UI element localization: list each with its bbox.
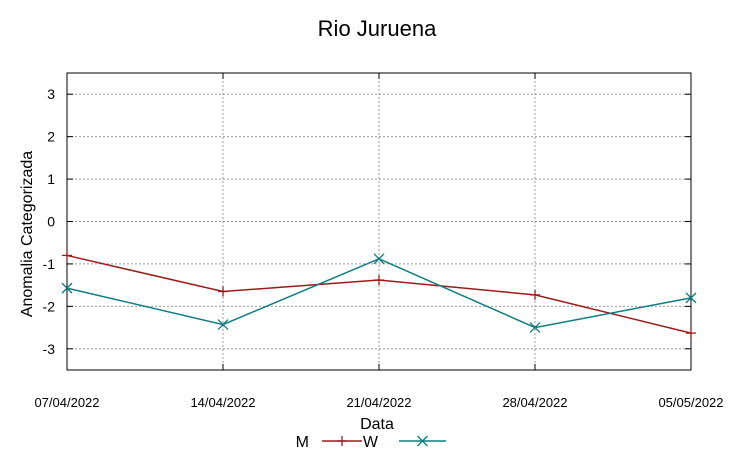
x-tick-label: 07/04/2022 — [34, 395, 99, 410]
data-point-M — [374, 275, 384, 286]
x-tick-label: 28/04/2022 — [502, 395, 567, 410]
legend-label: W — [363, 434, 379, 451]
data-point-W — [373, 253, 385, 265]
legend-label: M — [296, 434, 309, 451]
y-tick-label: 1 — [47, 171, 55, 187]
data-point-W — [61, 282, 73, 294]
legend-item-M: M — [296, 434, 362, 451]
series-layer — [61, 250, 697, 339]
x-tick-label: 14/04/2022 — [190, 395, 255, 410]
x-axis-ticks: 07/04/2022 14/04/2022 21/04/2022 28/04/2022… — [34, 73, 724, 410]
legend-marker — [417, 435, 428, 447]
y-axis-ticks: 3 2 1 0 -1 -2 -3 — [43, 86, 691, 357]
data-point-M — [686, 328, 696, 339]
y-tick-label: -1 — [43, 256, 56, 272]
legend-marker — [337, 436, 347, 446]
plot-area-frame — [66, 72, 692, 371]
y-tick-label: -2 — [43, 298, 56, 314]
x-tick-label: 05/05/2022 — [658, 395, 723, 410]
y-axis-label: Anomalia Categorizada — [19, 151, 36, 317]
y-tick-label: 2 — [47, 129, 55, 145]
data-point-W — [217, 319, 229, 331]
y-tick-label: 0 — [47, 214, 55, 230]
x-tick-label: 21/04/2022 — [346, 395, 411, 410]
data-point-W — [529, 322, 541, 334]
chart-title: Rio Juruena — [318, 16, 437, 41]
y-tick-label: 3 — [47, 86, 55, 102]
y-tick-label: -3 — [43, 341, 56, 357]
data-point-M — [218, 286, 228, 297]
series-M — [62, 250, 696, 339]
data-point-W — [685, 292, 697, 304]
grid-lines — [66, 73, 692, 370]
legend-item-W: W — [363, 434, 446, 451]
data-point-M — [62, 250, 72, 261]
data-point-M — [530, 289, 540, 300]
x-axis-label: Data — [360, 416, 394, 433]
series-W — [61, 253, 697, 334]
